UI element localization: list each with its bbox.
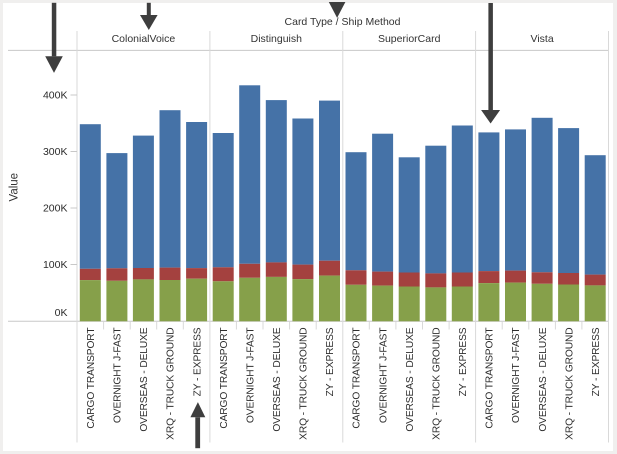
svg-text:OVERNIGHT J-FAST: OVERNIGHT J-FAST	[378, 328, 389, 424]
svg-text:200K: 200K	[43, 203, 68, 215]
svg-text:Card Type / Ship Method: Card Type / Ship Method	[285, 16, 401, 28]
svg-text:CARGO TRANSPORT: CARGO TRANSPORT	[352, 328, 363, 429]
svg-text:ZY - EXPRESS: ZY - EXPRESS	[325, 327, 336, 396]
svg-text:0K: 0K	[55, 307, 68, 319]
svg-text:XRQ - TRUCK GROUND: XRQ - TRUCK GROUND	[166, 328, 177, 440]
svg-text:300K: 300K	[43, 146, 68, 158]
svg-text:CARGO TRANSPORT: CARGO TRANSPORT	[219, 328, 230, 429]
svg-text:OVERNIGHT J-FAST: OVERNIGHT J-FAST	[245, 328, 256, 424]
svg-text:OVERSEAS - DELUXE: OVERSEAS - DELUXE	[272, 327, 283, 431]
svg-text:Value: Value	[9, 173, 21, 202]
svg-text:XRQ - TRUCK GROUND: XRQ - TRUCK GROUND	[299, 328, 310, 440]
svg-text:OVERSEAS - DELUXE: OVERSEAS - DELUXE	[405, 327, 416, 431]
svg-text:ZY - EXPRESS: ZY - EXPRESS	[458, 327, 469, 396]
svg-text:Distinguish: Distinguish	[251, 33, 303, 45]
svg-text:ColonialVoice: ColonialVoice	[112, 33, 176, 45]
svg-text:OVERNIGHT J-FAST: OVERNIGHT J-FAST	[511, 328, 522, 424]
svg-text:OVERSEAS - DELUXE: OVERSEAS - DELUXE	[538, 327, 549, 431]
svg-text:Vista: Vista	[531, 33, 554, 45]
svg-text:400K: 400K	[43, 90, 68, 102]
svg-text:ZY - EXPRESS: ZY - EXPRESS	[591, 327, 602, 396]
svg-text:100K: 100K	[43, 259, 68, 271]
svg-text:ZY - EXPRESS: ZY - EXPRESS	[192, 327, 203, 396]
svg-text:XRQ - TRUCK GROUND: XRQ - TRUCK GROUND	[564, 328, 575, 440]
svg-text:OVERSEAS - DELUXE: OVERSEAS - DELUXE	[139, 327, 150, 431]
svg-text:SuperiorCard: SuperiorCard	[378, 33, 441, 45]
svg-text:CARGO TRANSPORT: CARGO TRANSPORT	[86, 328, 97, 429]
svg-text:CARGO TRANSPORT: CARGO TRANSPORT	[485, 328, 496, 429]
svg-text:XRQ - TRUCK GROUND: XRQ - TRUCK GROUND	[432, 328, 443, 440]
svg-text:OVERNIGHT J-FAST: OVERNIGHT J-FAST	[113, 328, 124, 424]
